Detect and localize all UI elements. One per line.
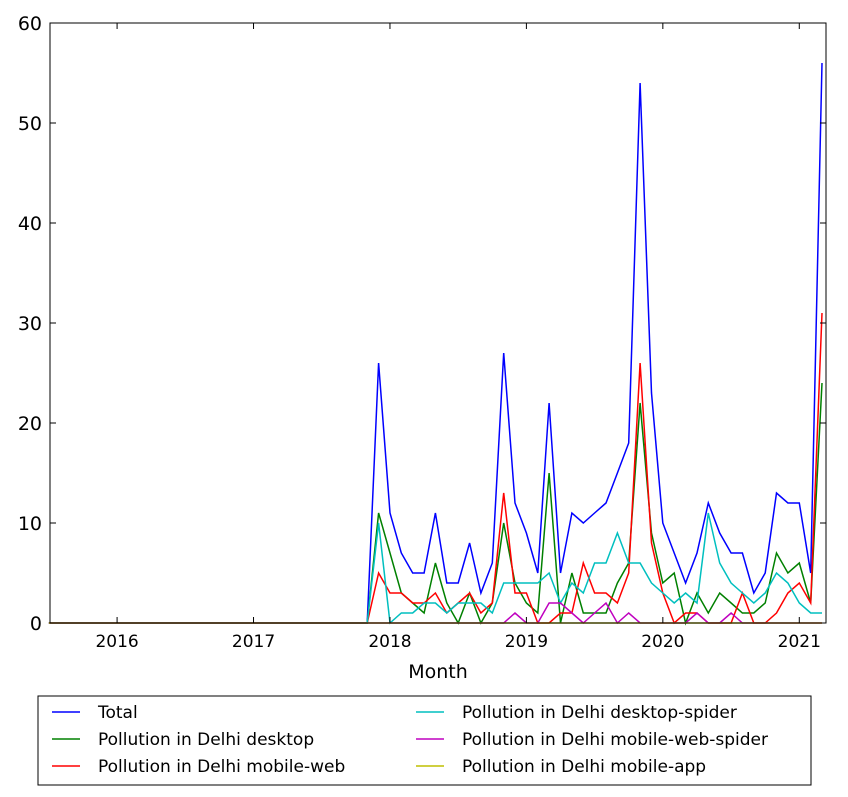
x-tick-label: 2020: [641, 632, 684, 652]
legend-label: Pollution in Delhi mobile-web-spider: [462, 730, 768, 750]
series-line-2: [48, 312, 823, 625]
series-line-0: [48, 62, 823, 624]
series-line-1: [48, 382, 823, 626]
y-tick-label: 20: [18, 413, 42, 435]
y-tick-label: 60: [18, 13, 42, 35]
legend-label: Pollution in Delhi desktop: [98, 730, 314, 750]
x-tick-label: 2019: [505, 632, 548, 652]
legend-label: Total: [97, 703, 138, 723]
y-tick-label: 50: [18, 113, 42, 135]
series-lines: [48, 62, 823, 626]
legend-label: Pollution in Delhi mobile-app: [462, 757, 706, 777]
series-line-4: [48, 601, 822, 625]
legend-label: Pollution in Delhi desktop-spider: [462, 703, 737, 723]
legend: Total Pollution in Delhi desktop Pollution…: [37, 695, 812, 786]
y-tick-label: 40: [18, 213, 42, 235]
x-tick-label: 2016: [95, 632, 138, 652]
x-axis-label: Month: [408, 661, 468, 683]
axes: 0 10 20 30 40 50 60 2016 2017 2018 2019 2020 2021: [18, 13, 826, 652]
x-tick-label: 2017: [232, 632, 275, 652]
y-tick-label: 30: [18, 313, 42, 335]
x-tick-label: 2021: [778, 632, 821, 652]
series-line-3: [48, 512, 822, 625]
y-tick-label: 0: [30, 613, 42, 635]
legend-frame: [37, 695, 812, 786]
y-tick-label: 10: [18, 513, 42, 535]
legend-label: Pollution in Delhi mobile-web: [98, 757, 345, 777]
x-tick-label: 2018: [368, 632, 411, 652]
